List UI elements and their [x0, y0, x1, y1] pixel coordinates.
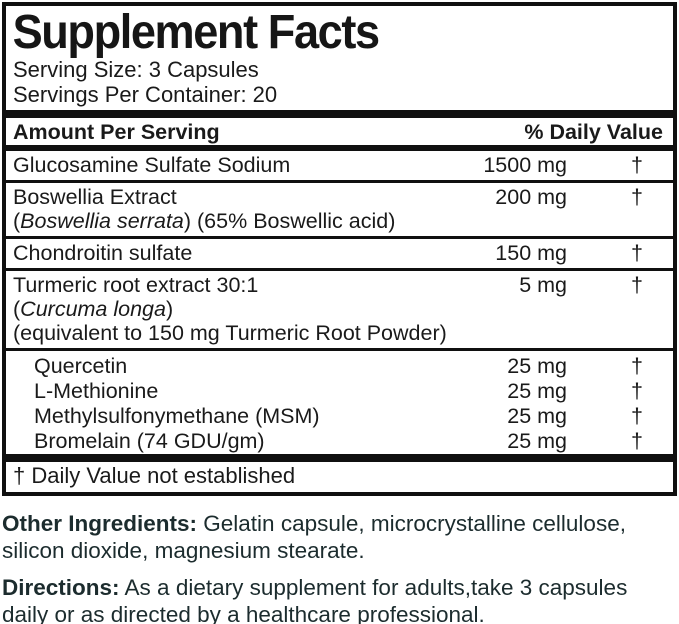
ingredient-name: Bromelain (74 GDU/gm) — [13, 429, 447, 453]
directions-label: Directions: — [2, 575, 120, 600]
column-header-daily-value: % Daily Value — [524, 120, 663, 144]
ingredient-name: Methylsulfonymethane (MSM) — [13, 404, 447, 428]
other-ingredients-label: Other Ingredients: — [2, 511, 198, 536]
text-segment: ( — [13, 297, 21, 321]
panel-title: Supplement Facts — [12, 6, 380, 59]
text-segment: (equivalent to 150 mg Turmeric Root Powd… — [13, 321, 447, 345]
ingredient-row: L-Methionine 25 mg † — [6, 379, 673, 404]
ingredient-amount: 200 mg — [495, 185, 567, 209]
latin-name: Boswellia serrata — [20, 209, 184, 233]
text-segment: Turmeric root extract 30:1 — [13, 273, 259, 297]
text-segment: Quercetin — [34, 354, 128, 378]
latin-name: Curcuma longa — [20, 297, 166, 321]
supplement-facts-panel: Supplement Facts Serving Size: 3 Capsule… — [2, 2, 677, 496]
text-segment: ( — [13, 209, 21, 233]
ingredient-daily-value: † — [631, 241, 643, 265]
label-footer: Other Ingredients: Gelatin capsule, micr… — [2, 500, 678, 624]
text-segment: L-Methionine — [34, 379, 159, 403]
ingredient-row: Boswellia Extract 200 mg † (Boswellia se… — [6, 180, 673, 236]
ingredient-subline: (equivalent to 150 mg Turmeric Root Powd… — [13, 321, 667, 345]
other-ingredients-paragraph: Other Ingredients: Gelatin capsule, micr… — [2, 510, 678, 564]
ingredient-row: Glucosamine Sulfate Sodium 1500 mg † — [6, 151, 673, 180]
ingredient-daily-value: † — [631, 185, 643, 209]
text-segment: Methylsulfonymethane (MSM) — [34, 404, 320, 428]
ingredient-row-main: L-Methionine 25 mg † — [13, 379, 667, 403]
text-segment: Boswellia Extract — [13, 185, 177, 209]
ingredient-name: Chondroitin sulfate — [13, 241, 447, 265]
ingredient-name: L-Methionine — [13, 379, 447, 403]
ingredient-amount: 150 mg — [495, 241, 567, 265]
ingredient-daily-value: † — [631, 354, 643, 378]
text-segment: Bromelain (74 GDU/gm) — [34, 429, 265, 453]
text-segment: ) — [165, 297, 174, 321]
daily-value-footnote: † Daily Value not established — [13, 463, 296, 488]
ingredient-daily-value: † — [631, 153, 643, 177]
ingredient-amount: 5 mg — [519, 273, 567, 297]
ingredient-amount: 1500 mg — [483, 153, 567, 177]
ingredient-row-main: Bromelain (74 GDU/gm) 25 mg † — [13, 429, 667, 453]
ingredient-row: Bromelain (74 GDU/gm) 25 mg † — [6, 429, 673, 454]
ingredient-amount: 25 mg — [507, 429, 567, 453]
text-segment: Glucosamine Sulfate Sodium — [13, 153, 291, 177]
ingredient-row-main: Glucosamine Sulfate Sodium 1500 mg † — [13, 153, 667, 177]
divider-thick-bar-bottom — [6, 454, 673, 462]
ingredient-row: Quercetin 25 mg † — [6, 348, 673, 379]
ingredient-name: Glucosamine Sulfate Sodium — [13, 153, 447, 177]
ingredient-daily-value: † — [631, 379, 643, 403]
text-segment: ) (65% Boswellic acid) — [183, 209, 396, 233]
ingredient-daily-value: † — [631, 429, 643, 453]
servings-per-container: Servings Per Container: 20 — [13, 82, 278, 107]
ingredient-amount: 25 mg — [507, 404, 567, 428]
ingredient-row-main: Turmeric root extract 30:1 5 mg † — [13, 273, 667, 297]
ingredient-amount: 25 mg — [507, 379, 567, 403]
ingredient-row: Chondroitin sulfate 150 mg † — [6, 236, 673, 268]
divider-thick-bar-top — [6, 110, 673, 118]
ingredient-rows: Glucosamine Sulfate Sodium 1500 mg † Bos… — [6, 151, 673, 454]
column-header-amount: Amount Per Serving — [13, 120, 220, 144]
ingredient-subline: (Boswellia serrata) (65% Boswellic acid) — [13, 209, 667, 233]
ingredient-row-main: Chondroitin sulfate 150 mg † — [13, 241, 667, 265]
ingredient-row-main: Boswellia Extract 200 mg † — [13, 185, 667, 209]
ingredient-name: Turmeric root extract 30:1 — [13, 273, 447, 297]
divider-double-rule — [6, 145, 673, 151]
ingredient-subline: (Curcuma longa) — [13, 297, 667, 321]
ingredient-row-main: Quercetin 25 mg † — [13, 354, 667, 378]
ingredient-amount: 25 mg — [507, 354, 567, 378]
ingredient-daily-value: † — [631, 404, 643, 428]
text-segment: Chondroitin sulfate — [13, 241, 193, 265]
ingredient-daily-value: † — [631, 273, 643, 297]
column-header-row: Amount Per Serving % Daily Value — [6, 118, 673, 145]
ingredient-row: Turmeric root extract 30:1 5 mg † (Curcu… — [6, 268, 673, 348]
ingredient-name: Quercetin — [13, 354, 447, 378]
directions-paragraph: Directions: As a dietary supplement for … — [2, 574, 678, 624]
directions-text: As a dietary supplement for adults,take … — [2, 575, 628, 624]
ingredient-row-main: Methylsulfonymethane (MSM) 25 mg † — [13, 404, 667, 428]
ingredient-row: Methylsulfonymethane (MSM) 25 mg † — [6, 404, 673, 429]
other-ingredients-text: Gelatin capsule, microcrystalline cellul… — [2, 511, 626, 563]
ingredient-name: Boswellia Extract — [13, 185, 447, 209]
serving-size: Serving Size: 3 Capsules — [13, 57, 259, 82]
